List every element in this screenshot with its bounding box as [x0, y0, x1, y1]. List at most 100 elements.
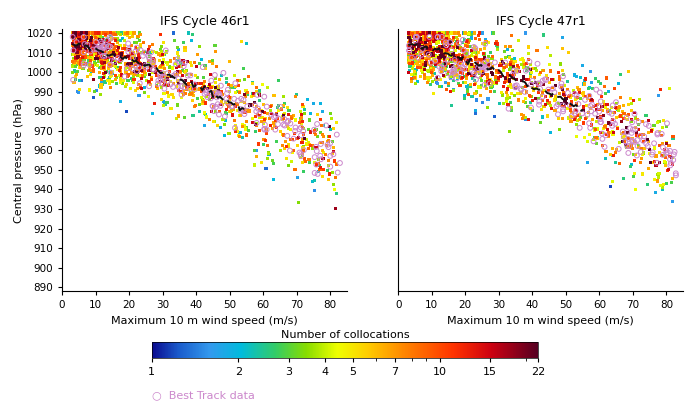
Point [86, 37, 97, 44]
Point [324, 134, 335, 140]
Point [75, 37, 86, 44]
Point [545, 102, 556, 109]
Point [417, 33, 428, 40]
Point [88, 68, 99, 74]
Point [509, 67, 520, 74]
Point [104, 77, 115, 84]
Point [490, 77, 501, 83]
Point [407, 30, 418, 36]
Point [105, 73, 116, 79]
Point [72, 61, 83, 67]
Point [91, 43, 102, 50]
Point [73, 43, 84, 50]
Point [319, 151, 331, 158]
Point [448, 86, 460, 93]
Point [175, 87, 186, 94]
Point [298, 144, 309, 150]
Point [525, 73, 536, 80]
Point [172, 63, 183, 70]
Point [584, 92, 595, 99]
Point [408, 33, 419, 40]
Point [169, 55, 180, 62]
Point [81, 47, 92, 54]
Point [565, 94, 576, 101]
Point [325, 163, 336, 170]
Point [282, 119, 293, 125]
Point [453, 57, 464, 63]
Point [86, 43, 97, 50]
Point [609, 85, 620, 92]
Point [464, 84, 475, 90]
Point [74, 64, 85, 70]
Point [464, 30, 475, 36]
Point [500, 74, 511, 81]
Point [408, 62, 419, 68]
Point [566, 98, 578, 105]
Point [480, 38, 491, 45]
Point [417, 55, 428, 62]
Point [631, 116, 642, 123]
Point [460, 36, 471, 42]
Point [577, 62, 588, 69]
Point [607, 129, 618, 135]
Point [124, 34, 135, 41]
Point [409, 70, 420, 77]
Point [452, 37, 463, 43]
Point [128, 30, 139, 36]
Point [309, 170, 320, 176]
Point [493, 77, 504, 83]
Point [426, 67, 437, 74]
Point [476, 82, 487, 89]
Point [217, 91, 228, 98]
Point [94, 47, 105, 54]
Point [277, 131, 288, 138]
Point [411, 35, 422, 41]
Point [268, 120, 279, 126]
Point [566, 118, 577, 125]
Point [621, 114, 632, 121]
Point [544, 99, 555, 106]
Point [313, 168, 324, 175]
Point [90, 38, 101, 45]
Point [282, 133, 293, 139]
Point [437, 69, 448, 75]
Point [233, 133, 244, 139]
Point [221, 95, 232, 102]
Point [459, 92, 470, 99]
Point [155, 73, 166, 79]
Point [290, 117, 302, 124]
Point [67, 34, 78, 40]
Point [451, 43, 462, 50]
Point [297, 124, 308, 131]
Point [412, 47, 423, 53]
Point [114, 52, 125, 58]
Point [212, 92, 223, 98]
Point [99, 62, 110, 69]
Point [78, 40, 89, 47]
Point [90, 42, 101, 49]
Point [556, 102, 567, 109]
Point [607, 178, 618, 185]
Point [99, 73, 110, 79]
Point [94, 38, 105, 45]
Point [104, 43, 115, 50]
Point [440, 67, 451, 74]
Point [199, 65, 210, 72]
Point [583, 109, 594, 116]
Point [80, 39, 91, 45]
Point [160, 77, 171, 84]
Point [426, 46, 437, 53]
Point [75, 48, 86, 55]
Point [455, 55, 466, 62]
Point [420, 62, 431, 69]
Point [233, 88, 244, 94]
Point [410, 52, 421, 59]
Point [210, 63, 221, 70]
Point [162, 74, 173, 80]
Point [446, 52, 457, 59]
Point [266, 111, 277, 117]
Point [72, 89, 83, 95]
Point [77, 39, 88, 45]
Point [259, 116, 270, 123]
Point [476, 78, 487, 84]
